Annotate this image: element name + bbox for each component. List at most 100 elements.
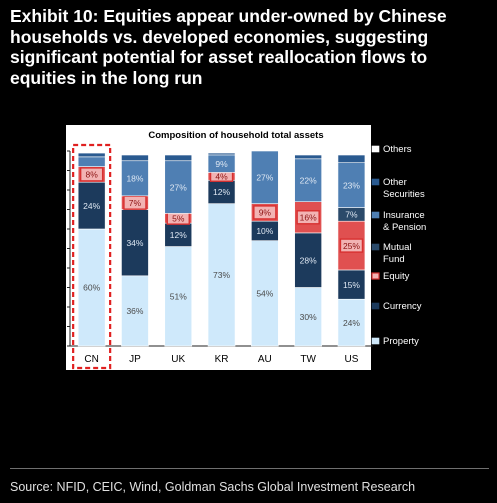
y-tick-label: 50% — [46, 244, 66, 255]
data-label-insurance-pension: 27% — [256, 173, 273, 183]
bar-segment-kr-others — [207, 150, 236, 154]
data-label-equity: 16% — [300, 213, 317, 223]
bar-segment-tw-other-securities — [294, 154, 322, 160]
exhibit-title: Exhibit 10: Equities appear under-owned … — [10, 6, 447, 88]
data-label-property: 60% — [83, 283, 100, 293]
source-divider — [10, 468, 489, 469]
highlight-box-cn — [72, 143, 112, 370]
data-label-currency: 10% — [256, 226, 273, 236]
bar-segment-uk-property — [164, 246, 193, 347]
data-label-currency: 12% — [170, 230, 187, 240]
data-label-equity: 4% — [215, 172, 228, 182]
chart-title: Composition of household total assets — [148, 130, 323, 141]
bar-segment-uk-other-securities — [164, 154, 193, 162]
legend-label-other-securities: Other — [383, 177, 407, 188]
category-label-kr: KR — [215, 354, 229, 365]
category-label-jp: JP — [129, 354, 141, 365]
y-tick-label: 70% — [46, 205, 66, 216]
data-label-insurance-pension: 27% — [170, 182, 187, 192]
equity-label-box — [79, 167, 104, 182]
y-tick-label: 100% — [41, 147, 66, 158]
data-label-equity: 9% — [259, 208, 272, 218]
category-label-us: US — [344, 354, 358, 365]
bar-segment-au-insurance-pension — [251, 150, 279, 204]
equity-label-box — [296, 210, 320, 225]
bars: 60% 24% 8% 36% 34% 7% 18% 51% 12% 5% 27% 73% 12% 4% 9%… — [72, 143, 366, 370]
y-tick-label: 0% — [51, 342, 65, 353]
data-label-currency: 12% — [213, 187, 230, 197]
data-label-mutual-fund: 7% — [345, 210, 358, 220]
data-label-currency: 34% — [126, 238, 143, 248]
category-label-cn: CN — [84, 354, 98, 365]
legend-swatch-equity — [371, 272, 380, 280]
y-tick-label: 10% — [46, 322, 66, 333]
bar-segment-tw-others — [294, 150, 322, 156]
y-tick-label: 60% — [46, 225, 66, 236]
bar-segment-tw-currency — [294, 232, 322, 288]
data-label-insurance-pension: 22% — [300, 175, 317, 185]
data-label-currency: 15% — [343, 280, 360, 290]
category-label-uk: UK — [171, 354, 185, 365]
y-axis: 0% 10% 20% 30% 40% 50% 60% 70% 80% 90% 100% — [41, 147, 374, 353]
legend-label-others: Others — [383, 144, 412, 155]
bar-segment-jp-others — [121, 150, 149, 156]
bar-segment-jp-currency — [121, 209, 149, 277]
data-label-property: 30% — [300, 312, 317, 322]
legend-swatch-other-securities — [371, 178, 380, 186]
bar-segment-cn-property — [77, 228, 106, 347]
bar-segment-cn-other-securities — [77, 152, 106, 158]
legend-label-other-securities: Securities — [383, 189, 425, 200]
legend-swatch-others — [371, 145, 380, 153]
bar-segment-jp-property — [121, 275, 149, 347]
data-label-property: 51% — [170, 291, 187, 301]
equity-label-box — [253, 205, 277, 220]
y-tick-label: 80% — [46, 186, 66, 197]
source-note: Source: NFID, CEIC, Wind, Goldman Sachs … — [10, 480, 416, 494]
y-tick-label: 90% — [46, 166, 66, 177]
x-axis: CN JP UK KR AU TW US — [84, 354, 358, 365]
bar-segment-uk-insurance-pension — [164, 160, 193, 214]
data-label-equity: 5% — [172, 213, 185, 223]
category-label-au: AU — [258, 354, 272, 365]
y-tick-label: 40% — [46, 264, 66, 275]
legend-swatch-insurance-pension — [371, 211, 380, 219]
bar-segment-jp-insurance-pension — [121, 160, 149, 197]
data-label-insurance-pension: 18% — [126, 174, 143, 184]
data-label-property: 24% — [343, 318, 360, 328]
equity-label-box — [123, 195, 147, 210]
bar-segment-cn-others — [77, 150, 106, 154]
equity-label-box — [339, 238, 364, 253]
y-tick-label: 20% — [46, 303, 66, 314]
data-label-insurance-pension: 9% — [215, 159, 228, 169]
data-label-property: 73% — [213, 270, 230, 280]
legend-label-mutual-fund: Mutual — [383, 242, 412, 253]
data-label-equity: 8% — [86, 170, 99, 180]
data-label-insurance-pension: 23% — [343, 180, 360, 190]
data-label-property: 36% — [126, 306, 143, 316]
data-label-equity: 7% — [129, 198, 142, 208]
bar-segment-us-others — [337, 150, 366, 156]
bar-segment-kr-property — [207, 203, 236, 347]
bar-segment-us-currency — [337, 269, 366, 300]
bar-segment-cn-currency — [77, 181, 106, 230]
legend-label-property: Property — [383, 336, 419, 347]
data-label-equity: 25% — [343, 241, 360, 251]
legend-label-currency: Currency — [383, 301, 422, 312]
legend-label-equity: Equity — [383, 271, 410, 282]
bar-segment-us-other-securities — [337, 154, 366, 163]
bar-segment-jp-other-securities — [121, 154, 149, 162]
bar-segment-uk-others — [164, 150, 193, 156]
data-label-property: 54% — [256, 289, 273, 299]
category-label-tw: TW — [300, 354, 316, 365]
legend-swatch-currency — [371, 302, 380, 310]
bar-segment-cn-insurance-pension — [77, 156, 106, 167]
legend-label-mutual-fund: Fund — [383, 254, 405, 265]
data-label-currency: 28% — [300, 255, 317, 265]
data-label-currency: 24% — [83, 201, 100, 211]
legend-label-insurance-pension: & Pension — [383, 222, 426, 233]
legend-swatch-mutual-fund — [371, 243, 380, 251]
y-tick-label: 30% — [46, 283, 66, 294]
legend-label-insurance-pension: Insurance — [383, 210, 425, 221]
